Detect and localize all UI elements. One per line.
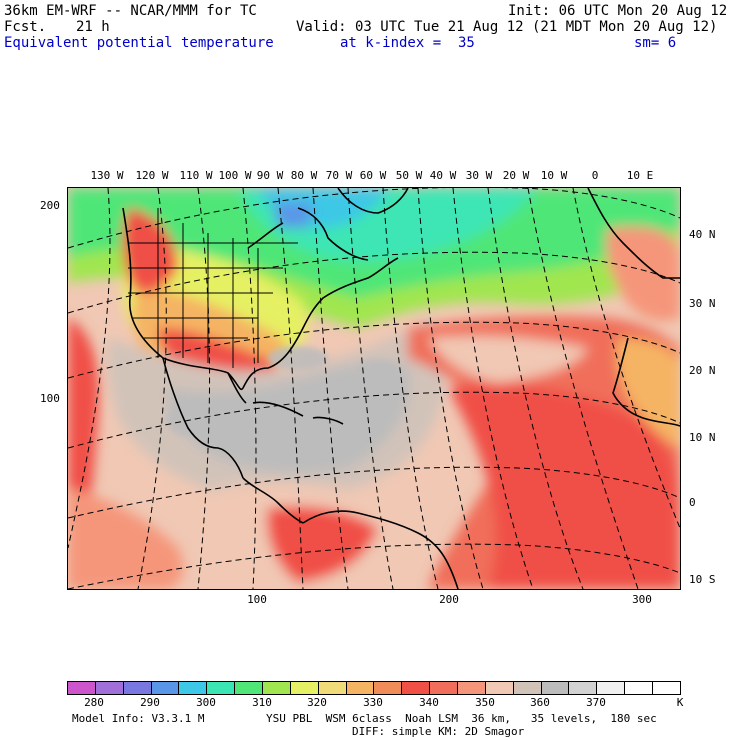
lon-label: 10 E (626, 169, 654, 182)
theta-e-shading (68, 188, 680, 589)
model-info: Model Info: V3.3.1 M (72, 712, 205, 725)
colorbar-swatch (179, 682, 208, 694)
colorbar-swatch (597, 682, 626, 694)
colorbar-swatch (402, 682, 431, 694)
colorbar-swatch (541, 682, 570, 694)
lon-label: 100 W (218, 169, 252, 182)
lat-label: 20 N (689, 364, 716, 377)
lat-label: 0 (689, 496, 696, 509)
colorbar-swatch (207, 682, 236, 694)
lon-label: 20 W (502, 169, 530, 182)
colorbar-swatch (235, 682, 264, 694)
map-svg (68, 188, 680, 589)
gray-patches (166, 346, 398, 436)
colorbar-label: 330 (363, 696, 383, 709)
grid-x-label: 300 (632, 593, 652, 606)
colorbar-label: 340 (419, 696, 439, 709)
coastlines (122, 188, 680, 589)
colorbar-swatch (458, 682, 486, 694)
level-info: at k-index = 35 (340, 35, 475, 51)
lat-label: 30 N (689, 297, 716, 310)
lon-label: 80 W (290, 169, 318, 182)
colorbar-swatch (263, 682, 291, 694)
colorbar-swatch (151, 682, 180, 694)
colorbar-swatch (318, 682, 347, 694)
lon-label: 40 W (429, 169, 457, 182)
colorbar-swatch (95, 682, 124, 694)
diffusion-info: DIFF: simple KM: 2D Smagor (352, 725, 525, 738)
lon-label: 90 W (256, 169, 284, 182)
grid-x-label: 200 (439, 593, 459, 606)
colorbar-label: 280 (84, 696, 104, 709)
colorbar-swatch (68, 682, 96, 694)
lon-label: 60 W (359, 169, 387, 182)
valid-time: Valid: 03 UTC Tue 21 Aug 12 (21 MDT Mon … (296, 19, 718, 35)
colorbar-label: 360 (530, 696, 550, 709)
model-title: 36km EM-WRF -- NCAR/MMM for TC (4, 3, 257, 19)
colorbar-swatch (513, 682, 542, 694)
grid-x-label: 100 (247, 593, 267, 606)
colorbar-label: 300 (196, 696, 216, 709)
colorbar-units: K (676, 696, 684, 709)
lon-label: 50 W (395, 169, 423, 182)
lat-label: 40 N (689, 228, 716, 241)
colorbar-swatch (346, 682, 375, 694)
colorbar (67, 681, 681, 695)
grid-y-label: 100 (40, 392, 60, 405)
borders (128, 208, 298, 368)
lon-label: 10 W (540, 169, 568, 182)
physics-info: YSU PBL WSM 6class Noah LSM 36 km, 35 le… (266, 712, 657, 725)
colorbar-swatch (123, 682, 152, 694)
colorbar-swatch (653, 682, 680, 694)
colorbar-swatch (569, 682, 598, 694)
init-time: Init: 06 UTC Mon 20 Aug 12 (508, 3, 728, 19)
smoothing-info: sm= 6 (634, 35, 677, 51)
colorbar-label: 350 (475, 696, 495, 709)
colorbar-swatch (290, 682, 319, 694)
lat-label: 10 S (689, 573, 716, 586)
lon-label: 120 W (135, 169, 169, 182)
lon-label: 30 W (465, 169, 493, 182)
colorbar-label: 310 (252, 696, 272, 709)
colorbar-swatch (430, 682, 459, 694)
theta-e-map (67, 187, 681, 590)
field-name: Equivalent potential temperature (4, 35, 274, 51)
colorbar-swatch (485, 682, 514, 694)
forecast-label: Fcst. (4, 19, 47, 35)
lon-label: 110 W (179, 169, 213, 182)
lon-label: 130 W (90, 169, 124, 182)
colorbar-swatch (625, 682, 654, 694)
lon-label: 70 W (325, 169, 353, 182)
lat-label: 10 N (689, 431, 716, 444)
colorbar-swatch (374, 682, 403, 694)
colorbar-label: 290 (140, 696, 160, 709)
grid-y-label: 200 (40, 199, 60, 212)
graticule (68, 188, 680, 589)
forecast-hour: 21 h (76, 19, 110, 35)
colorbar-label: 370 (586, 696, 606, 709)
colorbar-label: 320 (307, 696, 327, 709)
lon-label: 0 (591, 169, 599, 182)
